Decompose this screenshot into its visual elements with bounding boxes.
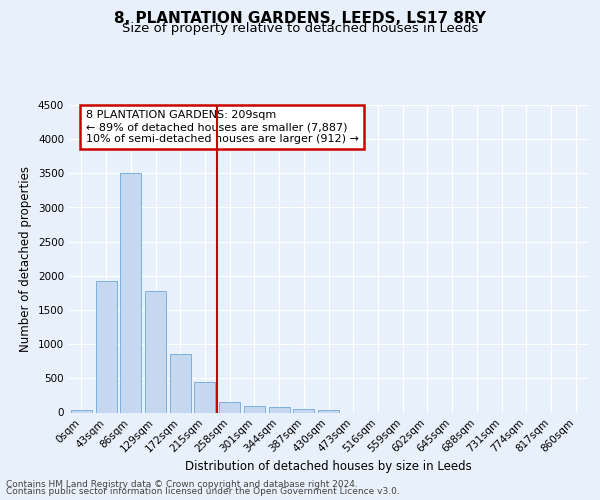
Bar <box>120 174 141 412</box>
Bar <box>95 282 116 412</box>
Bar <box>219 402 240 412</box>
Bar <box>293 410 314 412</box>
Bar <box>318 410 339 412</box>
Bar <box>194 382 215 412</box>
Bar <box>145 291 166 412</box>
X-axis label: Distribution of detached houses by size in Leeds: Distribution of detached houses by size … <box>185 460 472 473</box>
Text: 8, PLANTATION GARDENS, LEEDS, LS17 8RY: 8, PLANTATION GARDENS, LEEDS, LS17 8RY <box>114 11 486 26</box>
Bar <box>170 354 191 412</box>
Bar <box>71 410 92 412</box>
Bar <box>269 408 290 412</box>
Y-axis label: Number of detached properties: Number of detached properties <box>19 166 32 352</box>
Text: Size of property relative to detached houses in Leeds: Size of property relative to detached ho… <box>122 22 478 35</box>
Text: Contains HM Land Registry data © Crown copyright and database right 2024.: Contains HM Land Registry data © Crown c… <box>6 480 358 489</box>
Text: Contains public sector information licensed under the Open Government Licence v3: Contains public sector information licen… <box>6 487 400 496</box>
Bar <box>244 406 265 412</box>
Text: 8 PLANTATION GARDENS: 209sqm
← 89% of detached houses are smaller (7,887)
10% of: 8 PLANTATION GARDENS: 209sqm ← 89% of de… <box>86 110 359 144</box>
